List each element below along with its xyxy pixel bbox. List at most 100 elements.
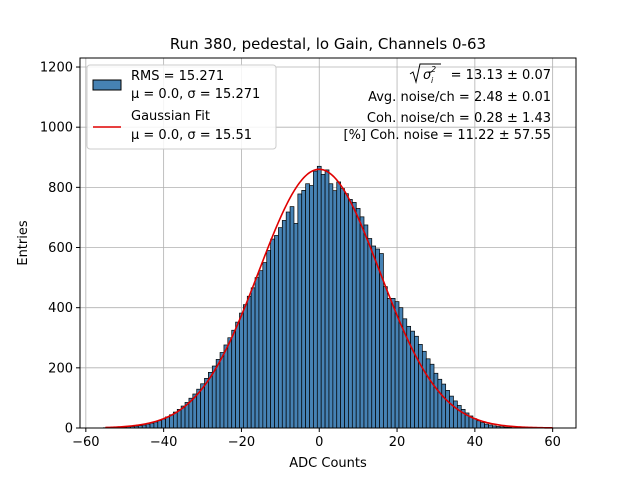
superscript-two: 2 — [431, 65, 436, 74]
histogram-bar — [262, 262, 268, 429]
histogram-bar — [297, 193, 303, 429]
histogram-bar — [336, 181, 341, 429]
histogram-bar — [484, 423, 489, 429]
histogram-bar — [355, 208, 361, 429]
y-axis-label: Entries — [16, 220, 31, 266]
histogram-bar — [219, 352, 225, 429]
histogram-bar — [328, 183, 334, 429]
x-tick-label: 40 — [467, 435, 484, 450]
histogram-bar — [211, 365, 217, 429]
x-tick-label: 20 — [389, 435, 406, 450]
sqrt-sigma-symbol: σ 2 i — [409, 63, 441, 85]
histogram-bar — [285, 211, 291, 429]
gaussian-fit-curve — [105, 168, 553, 429]
x-tick-label: −40 — [150, 435, 177, 450]
legend-histogram-params: μ = 0.0, σ = 15.271 — [131, 87, 260, 102]
histogram-bar — [383, 286, 388, 429]
x-tick-label: 0 — [315, 435, 323, 450]
histogram-bar — [363, 224, 369, 429]
histogram-bar — [246, 295, 252, 429]
sqrt-sigma-value: = 13.13 ± 0.07 — [451, 68, 551, 83]
histogram-bar — [169, 414, 174, 429]
coh-noise-text: Coh. noise/ch = 0.28 ± 1.43 — [367, 111, 551, 126]
histogram-bar — [421, 350, 427, 429]
histogram-bar — [293, 223, 299, 429]
histogram-bar — [449, 395, 454, 429]
histogram-bar — [390, 297, 396, 429]
histogram-bar — [437, 378, 443, 429]
chart-title: Run 380, pedestal, lo Gain, Channels 0-6… — [170, 35, 486, 53]
legend-fit-label: Gaussian Fit — [131, 109, 210, 124]
histogram-bar — [418, 344, 423, 429]
y-tick-label: 1200 — [40, 61, 73, 76]
histogram-bar — [239, 312, 244, 429]
histogram-bar — [153, 421, 159, 429]
histogram-bar — [386, 297, 392, 429]
sigma-glyph: σ — [423, 68, 432, 83]
histogram-bar — [359, 216, 365, 429]
histogram-bar — [453, 400, 458, 429]
x-tick-label: −60 — [72, 435, 99, 450]
histogram-bar — [371, 245, 377, 429]
histogram-bar — [480, 422, 485, 429]
histogram-bar — [414, 335, 419, 429]
histogram-bar — [476, 420, 482, 429]
histogram-bar — [235, 321, 240, 429]
histogram-bar — [274, 235, 279, 429]
x-axis-label: ADC Counts — [289, 456, 367, 471]
histogram-bar — [332, 190, 338, 429]
histogram-bar — [281, 220, 287, 429]
histogram-bar — [367, 238, 373, 429]
histogram-bar — [161, 418, 166, 429]
histogram-bar — [266, 250, 271, 429]
histogram-bar — [433, 372, 439, 429]
histogram-bar — [340, 188, 345, 429]
y-tick-label: 400 — [48, 301, 73, 316]
histogram-bar — [250, 287, 256, 429]
histogram-bar — [344, 193, 349, 429]
histogram-bar — [149, 422, 155, 429]
histogram-bar — [441, 383, 447, 429]
histogram-bar — [348, 199, 353, 429]
histogram-bar — [157, 420, 163, 429]
pct-coh-noise-text: [%] Coh. noise = 11.22 ± 57.55 — [344, 128, 552, 143]
histogram-bar — [165, 416, 170, 429]
histogram-bar — [320, 174, 326, 429]
histogram-bar — [254, 277, 260, 429]
y-tick-label: 1000 — [40, 121, 73, 136]
y-tick-label: 600 — [48, 241, 73, 256]
histogram-bar — [309, 185, 314, 429]
histogram-bar — [231, 329, 236, 429]
histogram-bar — [145, 423, 151, 429]
histogram-bar — [375, 248, 380, 429]
y-tick-label: 0 — [65, 422, 73, 437]
histogram-bar — [227, 337, 233, 429]
subscript-i: i — [431, 76, 434, 85]
legend-fit-params: μ = 0.0, σ = 15.51 — [131, 128, 252, 143]
histogram-bar — [223, 344, 229, 429]
histogram-bar — [278, 227, 283, 429]
y-tick-label: 800 — [48, 181, 73, 196]
histogram-bar — [351, 202, 357, 429]
histogram-bar — [215, 359, 221, 429]
legend-box — [86, 64, 277, 150]
stats-box: σ 2 i = 13.13 ± 0.07 Avg. noise/ch = 2.4… — [344, 63, 552, 143]
histogram-bar — [289, 206, 295, 429]
y-tick-label: 200 — [48, 361, 73, 376]
legend-histogram-rms: RMS = 15.271 — [131, 69, 224, 84]
histogram-bars — [102, 165, 524, 429]
x-tick-label: −20 — [228, 435, 255, 450]
legend: RMS = 15.271 μ = 0.0, σ = 15.271 Gaussia… — [86, 64, 277, 150]
histogram-bar — [301, 190, 306, 429]
legend-histogram-swatch — [92, 79, 122, 91]
histogram-bar — [429, 363, 435, 429]
histogram-bar — [258, 270, 264, 429]
histogram-bar — [313, 170, 318, 429]
histogram-bar — [445, 390, 450, 429]
histogram-bar — [243, 304, 248, 429]
histogram-bar — [425, 358, 431, 429]
histogram-bar — [305, 183, 310, 429]
x-tick-label: 60 — [544, 435, 561, 450]
